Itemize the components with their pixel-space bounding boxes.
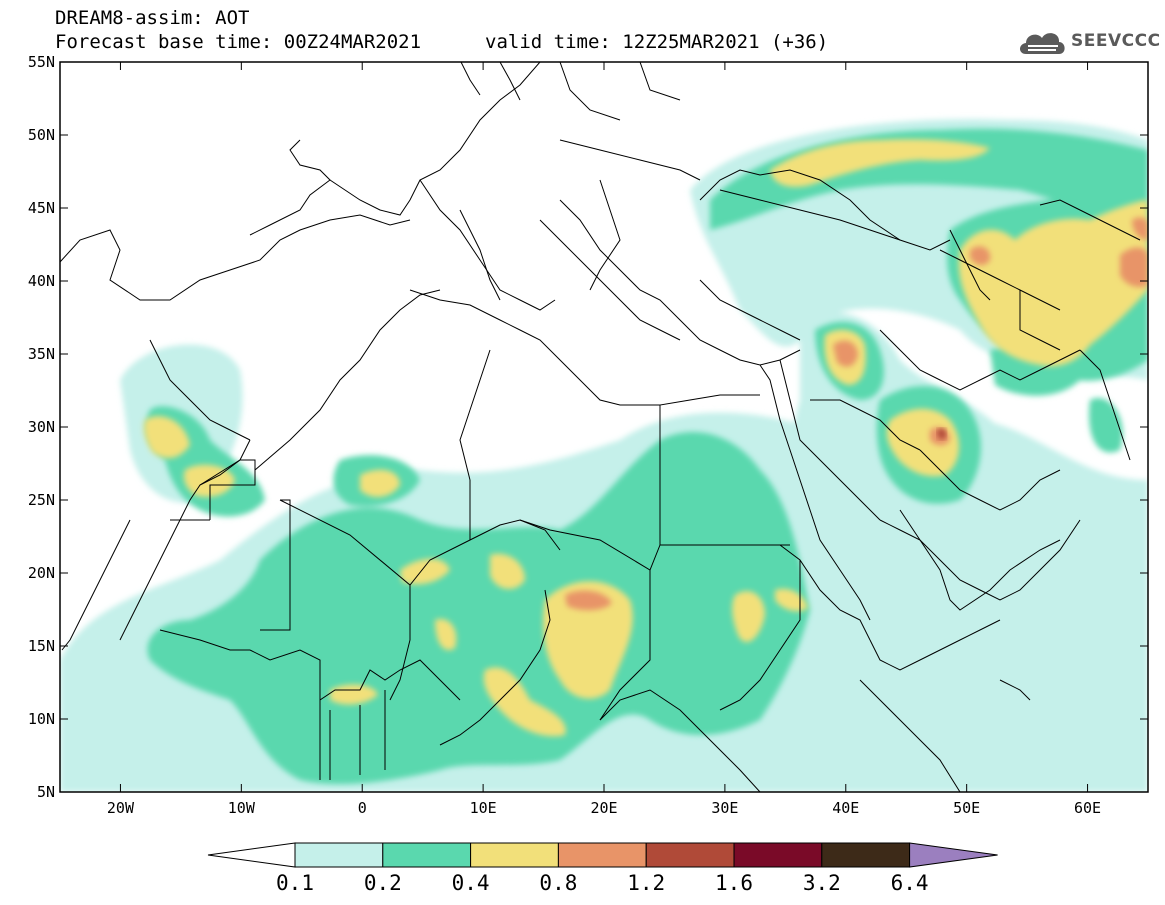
lat-tick-label: 50N [28, 126, 55, 144]
colorbar-label: 1.2 [627, 871, 665, 895]
lon-tick-label: 10W [228, 799, 256, 817]
colorbar-high-arrow [909, 842, 998, 868]
lat-tick-label: 5N [37, 783, 55, 801]
aot-level-0.4 [143, 139, 1148, 737]
colorbar-label: 0.1 [276, 871, 314, 895]
valid-time: valid time: 12Z25MAR2021 (+36) [485, 31, 829, 53]
colorbar-swatch [821, 842, 911, 868]
colorbar-label: 0.4 [452, 871, 490, 895]
lon-tick-label: 40E [832, 799, 859, 817]
colorbar-swatch [382, 842, 472, 868]
country-borders [60, 62, 1141, 792]
colorbar-label: 3.2 [803, 871, 841, 895]
lon-tick-label: 50E [953, 799, 980, 817]
lon-tick-label: 20W [107, 799, 135, 817]
colorbar-label: 6.4 [891, 871, 929, 895]
colorbar-swatch [733, 842, 823, 868]
lat-tick-label: 15N [28, 637, 55, 655]
lat-tick-label: 45N [28, 199, 55, 217]
lat-tick-label: 30N [28, 418, 55, 436]
map-title: DREAM8-assim: AOT [55, 7, 250, 29]
cloud-icon [1020, 33, 1065, 54]
lat-tick-label: 35N [28, 345, 55, 363]
colorbar-label: 0.2 [364, 871, 402, 895]
seevccc-logo: SEEVCCC [1016, 24, 1160, 60]
logo-text: SEEVCCC [1071, 31, 1161, 51]
lon-tick-label: 20E [590, 799, 617, 817]
colorbar-swatch [645, 842, 735, 868]
colorbar-label: 1.6 [715, 871, 753, 895]
aot-level-1.2 [937, 428, 947, 440]
lat-tick-label: 55N [28, 53, 55, 71]
coastlines [61, 189, 1081, 651]
colorbar-low-arrow [207, 842, 296, 868]
colorbar-swatch [294, 842, 384, 868]
aot-level-0.8 [565, 217, 1148, 611]
lon-tick-label: 0 [358, 799, 367, 817]
lat-tick-label: 20N [28, 564, 55, 582]
lat-tick-label: 10N [28, 710, 55, 728]
lon-tick-label: 60E [1074, 799, 1101, 817]
colorbar-swatch [557, 842, 647, 868]
axis-ticks: 55N 50N 45N 40N 35N 30N 25N 20N 15N 10N 5N 20W 10W 0 1… [28, 53, 1148, 817]
lon-tick-label: 10E [470, 799, 497, 817]
lon-tick-label: 30E [711, 799, 738, 817]
aot-colorbar: 0.1 0.2 0.4 0.8 1.2 1.6 3.2 6.4 [207, 842, 998, 895]
lat-tick-label: 40N [28, 272, 55, 290]
colorbar-label: 0.8 [539, 871, 577, 895]
colorbar-swatch [470, 842, 559, 868]
lat-tick-label: 25N [28, 491, 55, 509]
forecast-base-time: Forecast base time: 00Z24MAR2021 [55, 31, 422, 53]
aot-field [60, 62, 1148, 792]
